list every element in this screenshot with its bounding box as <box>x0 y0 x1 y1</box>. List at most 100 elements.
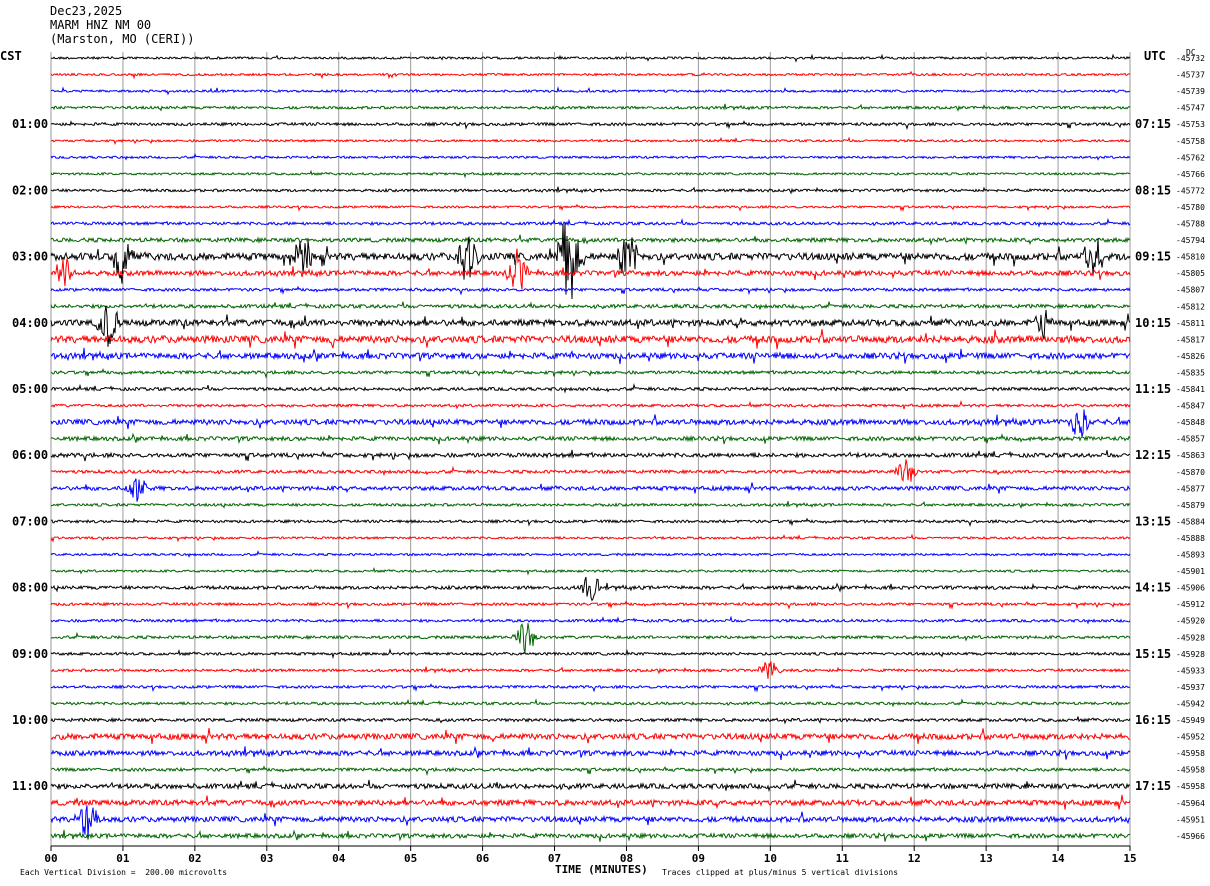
trace-line <box>50 829 1131 842</box>
utc-hour-label: 13:15 <box>1135 514 1171 528</box>
dc-offset-label: -45739 <box>1176 87 1205 96</box>
dc-offset-label: -45772 <box>1176 186 1205 195</box>
dc-offset-label: -45870 <box>1176 468 1205 477</box>
x-tick-label: 02 <box>188 852 201 865</box>
trace-line <box>51 53 1131 63</box>
dc-offset-label: -45826 <box>1176 352 1205 361</box>
trace-line <box>50 550 1131 558</box>
dc-offset-label: -45937 <box>1176 683 1205 692</box>
dc-offset-label: -45807 <box>1176 286 1205 295</box>
x-tick-label: 15 <box>1123 852 1136 865</box>
trace-line <box>50 136 1131 146</box>
dc-offset-label: -45942 <box>1176 699 1205 708</box>
x-tick-label: 14 <box>1051 852 1065 865</box>
trace-line <box>50 728 1131 745</box>
trace-line <box>50 152 1131 161</box>
trace-line <box>50 478 1131 502</box>
utc-hour-label: 15:15 <box>1135 647 1171 661</box>
dc-offset-label: -45847 <box>1176 402 1205 411</box>
dc-offset-label: -45912 <box>1176 600 1205 609</box>
trace-line <box>50 533 1131 543</box>
x-tick-label: 11 <box>836 852 850 865</box>
trace-line <box>50 186 1131 195</box>
dc-offset-label: -45952 <box>1176 733 1205 742</box>
utc-hour-label: 11:15 <box>1135 382 1171 396</box>
x-tick-label: 00 <box>44 852 57 865</box>
station-label: MARM HNZ NM 00 <box>50 18 152 32</box>
dc-offset-label: -45920 <box>1176 617 1205 626</box>
trace-line <box>50 779 1131 792</box>
right-axis-title: UTC <box>1144 49 1166 63</box>
trace-line <box>50 234 1131 246</box>
dc-offset-label: -45906 <box>1176 584 1205 593</box>
trace-line <box>50 566 1131 576</box>
trace-line <box>50 399 1131 410</box>
dc-offset-label: -45758 <box>1176 137 1205 146</box>
trace-line <box>50 248 1131 290</box>
dc-offset-label: -45810 <box>1176 253 1205 262</box>
trace-line <box>50 615 1131 625</box>
x-tick-label: 13 <box>980 852 993 865</box>
trace-line <box>50 500 1131 509</box>
dc-offset-label: -45964 <box>1176 799 1205 808</box>
trace-line <box>50 217 1131 228</box>
dc-offset-label: -45811 <box>1176 319 1205 328</box>
x-tick-label: 12 <box>908 852 921 865</box>
trace-line <box>50 103 1131 112</box>
trace-line <box>50 716 1131 725</box>
x-tick-label: 07 <box>548 852 561 865</box>
trace-line <box>50 169 1131 179</box>
dc-label: DC <box>1186 48 1196 57</box>
trace-line <box>50 329 1131 350</box>
dc-offset-label: -45893 <box>1176 551 1205 560</box>
cst-hour-label: 02:00 <box>12 183 48 197</box>
dc-offset-label: -45949 <box>1176 716 1205 725</box>
dc-offset-label: -45737 <box>1176 71 1205 80</box>
trace-line <box>50 765 1131 776</box>
dc-offset-label: -45732 <box>1176 54 1205 63</box>
trace-line <box>50 661 1131 679</box>
trace-line <box>50 382 1131 394</box>
utc-hour-label: 09:15 <box>1135 250 1171 264</box>
cst-hour-label: 09:00 <box>12 647 48 661</box>
dc-offset-label: -45788 <box>1176 220 1205 229</box>
dc-offset-label: -45794 <box>1176 236 1205 245</box>
dc-offset-label: -45848 <box>1176 418 1205 427</box>
dc-offset-label: -45951 <box>1176 815 1205 824</box>
trace-line <box>50 301 1131 311</box>
trace-line <box>50 70 1131 80</box>
dc-offset-label: -45933 <box>1176 666 1205 675</box>
dc-offset-label: -45958 <box>1176 749 1205 758</box>
utc-hour-label: 07:15 <box>1135 117 1171 131</box>
minute-grid <box>50 52 1131 851</box>
seismic-traces <box>50 53 1131 842</box>
trace-line <box>50 745 1131 761</box>
trace-line <box>50 368 1131 379</box>
utc-hour-label: 12:15 <box>1135 448 1171 462</box>
cst-hour-label: 07:00 <box>12 514 48 528</box>
trace-line <box>50 203 1131 212</box>
cst-hour-label: 03:00 <box>12 250 48 264</box>
dc-offset-label: -45928 <box>1176 633 1205 642</box>
trace-line <box>50 409 1131 437</box>
dc-offset-label: -45958 <box>1176 766 1205 775</box>
dc-offset-label: -45884 <box>1176 517 1205 526</box>
dc-offset-label: -45966 <box>1176 832 1205 841</box>
trace-line <box>50 600 1131 610</box>
location-label: (Marston, MO (CERI)) <box>50 32 195 46</box>
trace-line <box>50 698 1131 708</box>
cst-hour-label: 11:00 <box>12 779 48 793</box>
dc-offset-label: -45805 <box>1176 269 1205 278</box>
utc-hour-label: 08:15 <box>1135 183 1171 197</box>
trace-line <box>50 576 1131 602</box>
scale-note: Each Vertical Division = 200.00 microvol… <box>20 868 228 877</box>
cst-hour-label: 04:00 <box>12 316 48 330</box>
cst-hour-label: 01:00 <box>12 117 48 131</box>
dc-offset-label: -45958 <box>1176 782 1205 791</box>
trace-line <box>50 449 1131 462</box>
utc-hour-label: 14:15 <box>1135 581 1171 595</box>
cst-hour-label: 06:00 <box>12 448 48 462</box>
dc-offset-label: -45835 <box>1176 368 1205 377</box>
trace-line <box>50 305 1131 347</box>
dc-offset-label: -45762 <box>1176 153 1205 162</box>
